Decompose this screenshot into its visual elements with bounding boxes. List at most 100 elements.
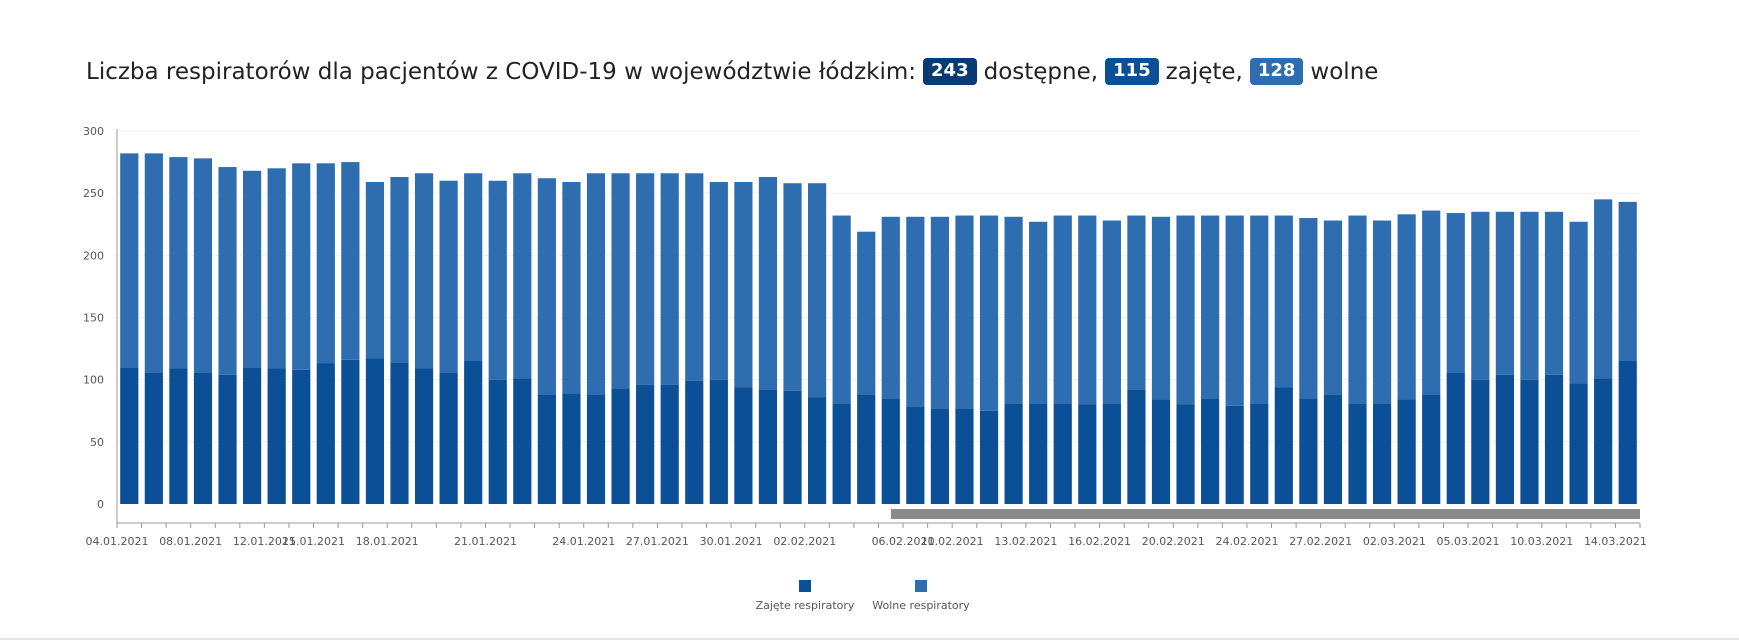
bar-occupied[interactable] (120, 367, 139, 504)
bar-free[interactable] (857, 231, 876, 395)
bar-occupied[interactable] (267, 368, 286, 504)
bar-free[interactable] (464, 173, 483, 362)
bar-occupied[interactable] (734, 387, 753, 504)
bar-occupied[interactable] (1397, 399, 1416, 504)
bar-occupied[interactable] (1004, 403, 1023, 504)
bar-occupied[interactable] (218, 374, 237, 504)
bar-free[interactable] (513, 173, 532, 379)
bar-occupied[interactable] (1594, 378, 1613, 504)
bar-free[interactable] (414, 173, 434, 369)
bar-occupied[interactable] (930, 408, 950, 504)
bar-free[interactable] (390, 177, 409, 363)
bar-occupied[interactable] (1176, 404, 1195, 504)
bar-occupied[interactable] (1372, 403, 1392, 504)
bar-free[interactable] (979, 215, 999, 411)
bar-occupied[interactable] (1102, 403, 1121, 504)
bar-free[interactable] (267, 168, 286, 369)
bar-free[interactable] (1127, 215, 1146, 390)
bar-occupied[interactable] (562, 393, 581, 504)
bar-occupied[interactable] (660, 384, 679, 504)
bar-free[interactable] (636, 173, 655, 385)
bar-occupied[interactable] (1422, 394, 1441, 504)
bar-occupied[interactable] (341, 359, 360, 504)
bar-free[interactable] (562, 181, 581, 394)
bar-free[interactable] (1348, 215, 1367, 404)
bar-free[interactable] (292, 163, 311, 370)
bar-occupied[interactable] (1544, 374, 1564, 504)
bar-occupied[interactable] (1078, 404, 1097, 504)
chart-scrollbar[interactable] (891, 509, 1640, 519)
bar-free[interactable] (169, 157, 188, 369)
bar-occupied[interactable] (807, 397, 827, 504)
bar-free[interactable] (1151, 216, 1171, 400)
bar-occupied[interactable] (979, 410, 999, 504)
bar-free[interactable] (1594, 199, 1613, 379)
legend-swatch-occupied[interactable] (799, 580, 811, 592)
legend-label-free[interactable]: Wolne respiratory (872, 599, 970, 612)
bar-free[interactable] (734, 181, 753, 388)
bar-occupied[interactable] (316, 363, 335, 504)
bar-occupied[interactable] (1618, 361, 1637, 504)
bar-free[interactable] (758, 177, 778, 390)
bar-free[interactable] (365, 181, 385, 359)
bar-occupied[interactable] (758, 389, 778, 504)
bar-free[interactable] (439, 180, 458, 373)
bar-free[interactable] (1250, 215, 1269, 404)
bar-occupied[interactable] (169, 368, 188, 504)
bar-occupied[interactable] (832, 403, 851, 504)
bar-free[interactable] (1544, 211, 1564, 375)
bar-free[interactable] (660, 173, 679, 385)
bar-occupied[interactable] (414, 368, 434, 504)
bar-free[interactable] (807, 183, 827, 398)
bar-free[interactable] (1176, 215, 1195, 405)
bar-occupied[interactable] (1029, 403, 1048, 504)
bar-occupied[interactable] (1299, 398, 1318, 504)
bar-occupied[interactable] (1201, 398, 1220, 504)
bar-free[interactable] (1274, 215, 1293, 388)
bar-free[interactable] (930, 216, 950, 409)
bar-free[interactable] (685, 173, 704, 381)
bar-free[interactable] (709, 181, 728, 380)
bar-free[interactable] (193, 158, 213, 373)
bar-occupied[interactable] (955, 408, 974, 504)
bar-free[interactable] (1053, 215, 1072, 404)
bar-occupied[interactable] (1348, 403, 1367, 504)
bar-occupied[interactable] (144, 372, 163, 504)
bar-free[interactable] (1004, 216, 1023, 404)
bar-occupied[interactable] (537, 394, 556, 504)
bar-free[interactable] (1397, 214, 1416, 400)
bar-occupied[interactable] (464, 361, 483, 504)
bar-occupied[interactable] (193, 372, 213, 504)
bar-occupied[interactable] (1053, 403, 1072, 504)
bar-occupied[interactable] (1446, 372, 1465, 504)
bar-free[interactable] (1225, 215, 1244, 406)
bar-free[interactable] (144, 153, 163, 373)
bar-occupied[interactable] (390, 362, 409, 504)
bar-occupied[interactable] (881, 398, 900, 504)
bar-free[interactable] (1618, 201, 1637, 362)
bar-occupied[interactable] (1127, 389, 1146, 504)
bar-occupied[interactable] (243, 367, 262, 504)
bar-free[interactable] (1102, 220, 1121, 404)
bar-occupied[interactable] (636, 384, 655, 504)
bar-free[interactable] (881, 216, 900, 399)
bar-occupied[interactable] (685, 380, 704, 504)
bar-occupied[interactable] (1323, 394, 1343, 504)
bar-free[interactable] (537, 178, 556, 395)
bar-occupied[interactable] (586, 394, 606, 504)
bar-free[interactable] (1323, 220, 1343, 395)
bar-free[interactable] (1446, 213, 1465, 373)
bar-occupied[interactable] (1225, 405, 1244, 504)
bar-occupied[interactable] (439, 372, 458, 504)
bar-free[interactable] (611, 173, 630, 389)
bar-occupied[interactable] (906, 407, 925, 504)
bar-free[interactable] (832, 215, 851, 404)
bar-free[interactable] (120, 153, 139, 368)
bar-occupied[interactable] (1471, 379, 1490, 504)
bar-free[interactable] (1422, 210, 1441, 395)
bar-free[interactable] (488, 180, 507, 380)
bar-free[interactable] (1372, 220, 1392, 404)
bar-occupied[interactable] (709, 379, 728, 504)
bar-free[interactable] (1299, 218, 1318, 399)
bar-free[interactable] (783, 183, 802, 391)
